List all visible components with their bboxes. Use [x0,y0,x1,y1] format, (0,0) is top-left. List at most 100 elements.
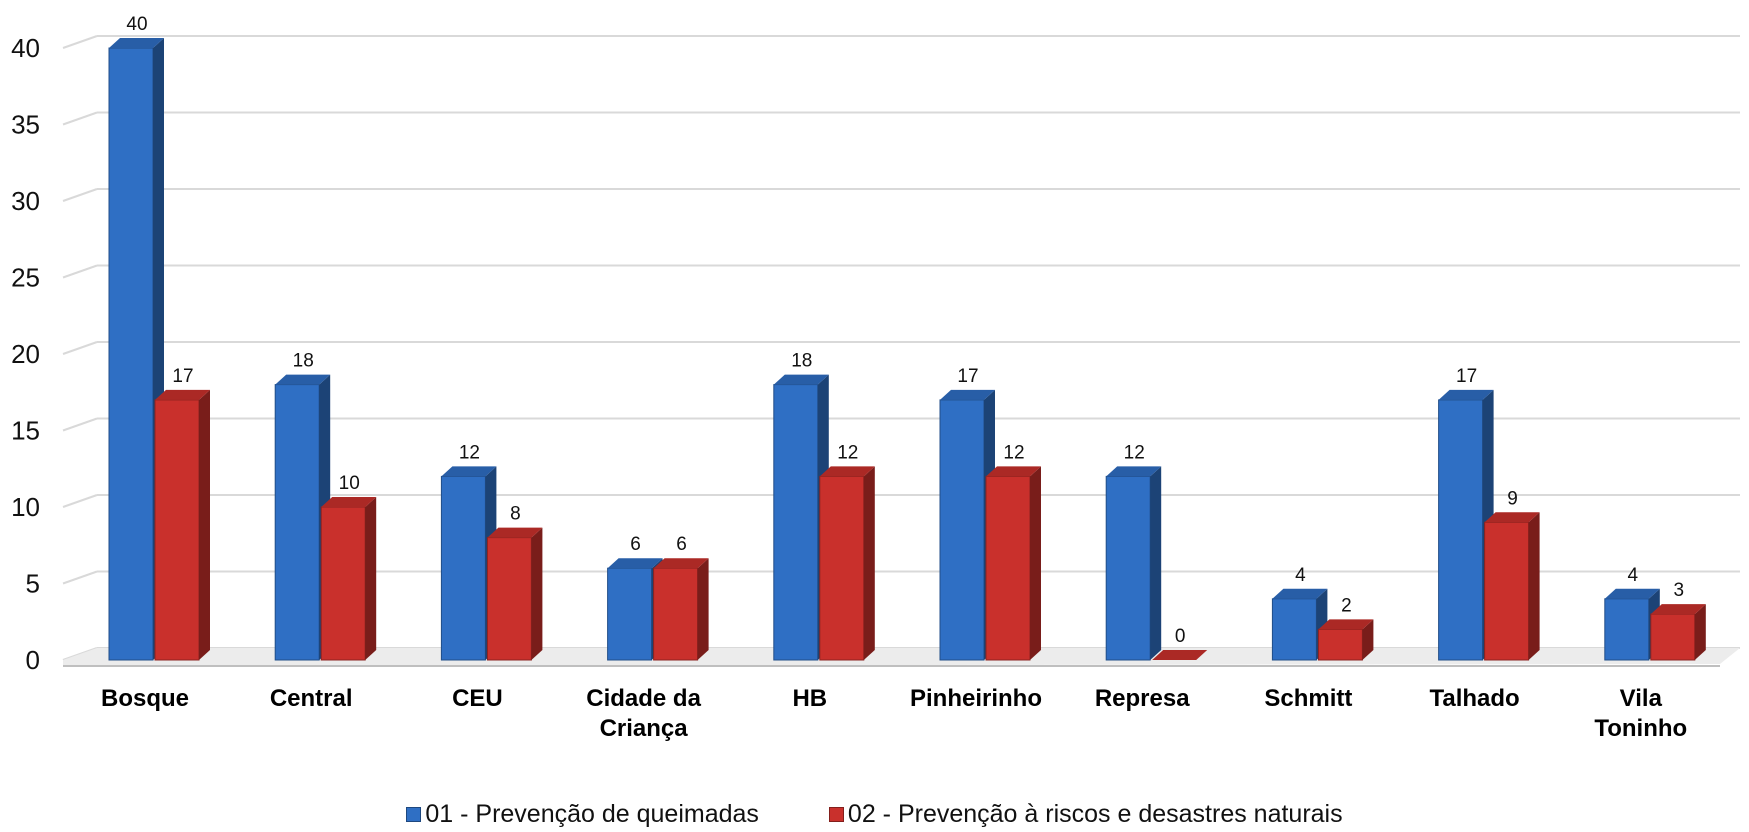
bar-top-1-4 [773,374,829,385]
data-label: 9 [1507,488,1518,509]
y-tick-label: 0 [26,645,40,675]
bar-side-1-6 [1150,466,1162,660]
data-label: 6 [630,534,641,555]
bar-side-2-1 [365,497,377,660]
bar-top-1-7 [1272,588,1328,599]
bar-top-2-6 [1152,650,1208,660]
bar-1-0 [108,47,154,661]
y-tick-label: 25 [11,263,40,293]
gridline-side [62,417,98,432]
bar-side-2-3 [697,558,709,660]
gridline-side [62,264,98,279]
category-label: Schmitt [1264,685,1352,712]
data-label: 0 [1175,626,1186,647]
gridline-side [62,35,98,49]
bar-top-2-1 [321,497,377,507]
data-label: 8 [510,504,521,525]
y-tick-label: 30 [11,186,40,216]
bar-2-2 [486,537,532,661]
y-tick-label: 40 [11,33,40,63]
y-tick-label: 20 [11,339,40,369]
legend-label-series-2: 02 - Prevenção à riscos e desastres natu… [847,800,1343,828]
data-label: 12 [837,442,858,463]
bar-top-1-9 [1604,588,1660,599]
bar-2-8 [1484,521,1530,661]
bar-top-2-3 [653,558,709,569]
bar-1-8 [1438,399,1484,661]
gridline-side [62,494,98,508]
bar-2-7 [1317,628,1363,661]
category-label: Vila [1620,685,1663,712]
legend-swatch-series-2 [828,807,844,822]
gridline-side [62,570,98,585]
data-label: 4 [1628,565,1639,586]
data-label: 17 [1456,366,1477,387]
category-label: Represa [1095,685,1190,712]
category-label: Cidade da [586,685,701,712]
data-label: 2 [1341,595,1352,616]
category-label: Bosque [101,685,189,712]
data-label: 12 [1003,442,1024,463]
bar-top-1-8 [1438,389,1494,400]
gridline-side [62,111,98,126]
data-label: 4 [1295,565,1306,586]
bar-top-2-2 [487,527,543,538]
chart-svg: 05101520253035404017Bosque1810Central128… [11,14,1740,742]
bar-top-1-0 [109,38,164,48]
bar-side-2-7 [1362,619,1374,660]
bar-2-5 [985,475,1031,661]
bar-1-6 [1105,475,1151,661]
legend-label-series-1: 01 - Prevenção de queimadas [425,800,759,828]
bar-top-1-5 [940,389,995,400]
category-label: Criança [600,715,689,742]
bar-top-2-0 [155,389,210,400]
data-label: 3 [1674,580,1685,601]
y-tick-label: 15 [11,416,40,446]
data-label: 17 [957,366,978,387]
bar-top-2-9 [1650,604,1706,615]
bar-top-2-7 [1318,619,1374,630]
legend-item-series-1: 01 - Prevenção de queimadas [406,800,759,829]
bar-1-3 [607,567,653,661]
bar-1-7 [1271,598,1317,661]
bar-2-9 [1650,613,1696,661]
y-tick-label: 10 [11,492,40,522]
bar-top-1-3 [607,558,663,569]
legend-swatch-series-1 [406,807,422,822]
bar-2-0 [154,399,200,661]
data-label: 40 [126,14,147,35]
bar-side-2-0 [199,389,210,660]
bar-top-2-5 [986,466,1041,477]
legend-item-series-2: 02 - Prevenção à riscos e desastres natu… [828,800,1343,829]
bar-1-5 [939,399,985,661]
legend: 01 - Prevenção de queimadas 02 - Prevenç… [0,800,1749,829]
bar-side-2-4 [863,466,875,660]
gridline-side [62,341,98,355]
data-label: 18 [791,351,812,372]
bar-1-2 [440,475,486,661]
bar-2-3 [653,567,699,661]
category-label: Talhado [1429,685,1519,712]
bar-1-1 [274,384,320,661]
gridline-side [62,188,98,202]
data-label: 10 [339,473,360,494]
bar-side-2-5 [1030,466,1041,660]
bar-top-1-2 [441,466,497,477]
category-label: Central [270,685,353,712]
bar-side-2-9 [1694,604,1706,660]
category-label: Toninho [1594,715,1687,742]
bar-2-4 [819,475,865,661]
bar-1-4 [773,384,819,661]
data-label: 12 [459,442,480,463]
data-label: 12 [1124,442,1145,463]
category-label: Pinheirinho [910,685,1042,712]
bar-top-2-8 [1484,512,1540,523]
bar-top-1-6 [1106,466,1162,477]
data-label: 18 [293,351,314,372]
data-label: 6 [676,534,687,555]
y-tick-label: 35 [11,110,40,140]
bar-2-1 [320,506,366,661]
bar-top-1-1 [275,374,331,385]
bar-top-2-4 [819,466,875,477]
